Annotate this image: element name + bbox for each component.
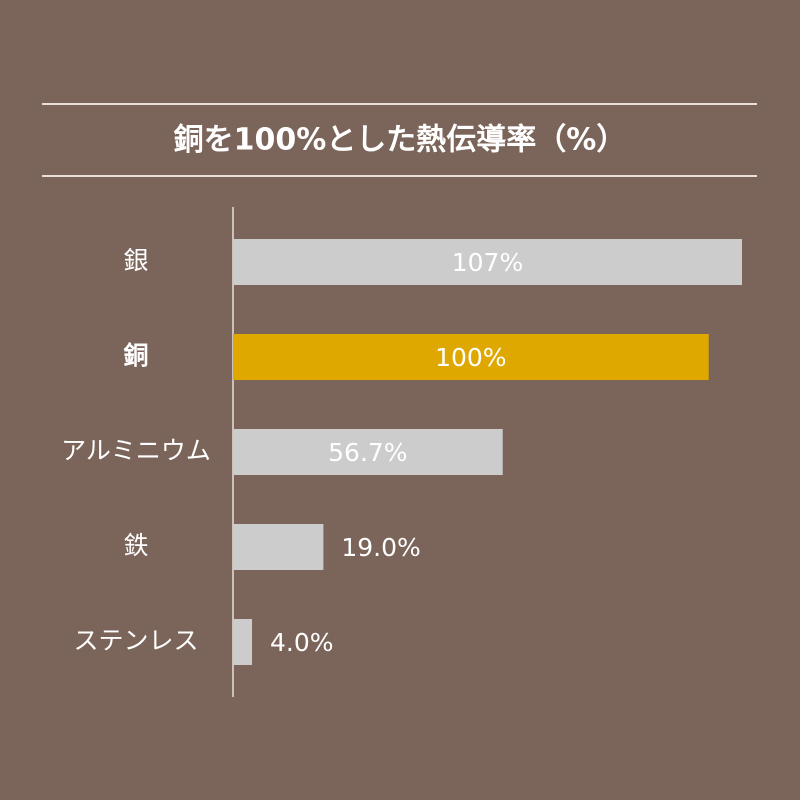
category-label: 銅 xyxy=(123,341,148,370)
bar xyxy=(233,524,324,570)
value-label: 107% xyxy=(452,248,523,277)
bar xyxy=(233,429,503,475)
chart-title: 銅を100%とした熱伝導率（%） xyxy=(174,123,627,158)
bar xyxy=(233,239,742,285)
value-label: 100% xyxy=(435,343,506,372)
category-label: アルミニウム xyxy=(61,436,211,465)
category-label: ステンレス xyxy=(73,626,198,655)
bar xyxy=(233,619,253,665)
category-label: 銀 xyxy=(123,246,148,275)
bar xyxy=(233,334,709,380)
value-label: 19.0% xyxy=(341,533,420,562)
category-label: 鉄 xyxy=(123,531,148,560)
value-label: 56.7% xyxy=(328,438,407,467)
value-label: 4.0% xyxy=(270,628,334,657)
